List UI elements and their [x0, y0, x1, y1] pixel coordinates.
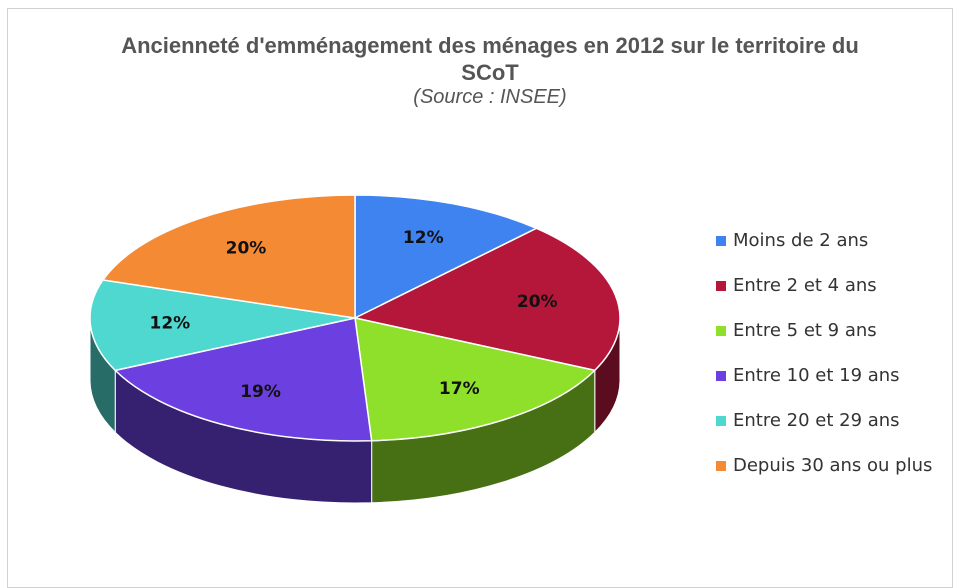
pie-slice — [354, 194, 539, 320]
pie-slice — [113, 317, 373, 442]
pie-labels: 12% 20% 17% 19% 12% 20% — [150, 228, 558, 402]
legend-swatch — [716, 281, 726, 291]
data-label: 20% — [226, 238, 267, 258]
legend-label: Entre 2 et 4 ans — [733, 275, 877, 296]
pie-slice — [89, 279, 356, 372]
data-label: 19% — [240, 382, 281, 402]
legend-label: Moins de 2 ans — [733, 230, 868, 251]
chart-subtitle: (Source : INSEE) — [413, 86, 567, 108]
pie-slice — [354, 317, 597, 442]
legend-label: Entre 10 et 19 ans — [733, 365, 900, 386]
legend-swatch — [716, 461, 726, 471]
legend-swatch — [716, 326, 726, 336]
legend-label: Entre 20 et 29 ans — [733, 410, 900, 431]
data-label: 12% — [403, 228, 444, 248]
pie-slice — [352, 227, 621, 372]
legend-label: Depuis 30 ans ou plus — [733, 455, 932, 476]
pie-slice — [101, 194, 356, 319]
legend-swatch — [716, 236, 726, 246]
chart-title: Ancienneté d'emménagement des ménages en… — [121, 33, 859, 85]
legend-label: Entre 5 et 9 ans — [733, 320, 877, 341]
legend-swatch — [716, 416, 726, 426]
legend-swatch — [716, 371, 726, 381]
data-label: 12% — [150, 313, 191, 333]
data-label: 20% — [517, 292, 558, 312]
pie-tops — [89, 194, 621, 442]
data-label: 17% — [439, 379, 480, 399]
pie-sides — [89, 317, 621, 504]
